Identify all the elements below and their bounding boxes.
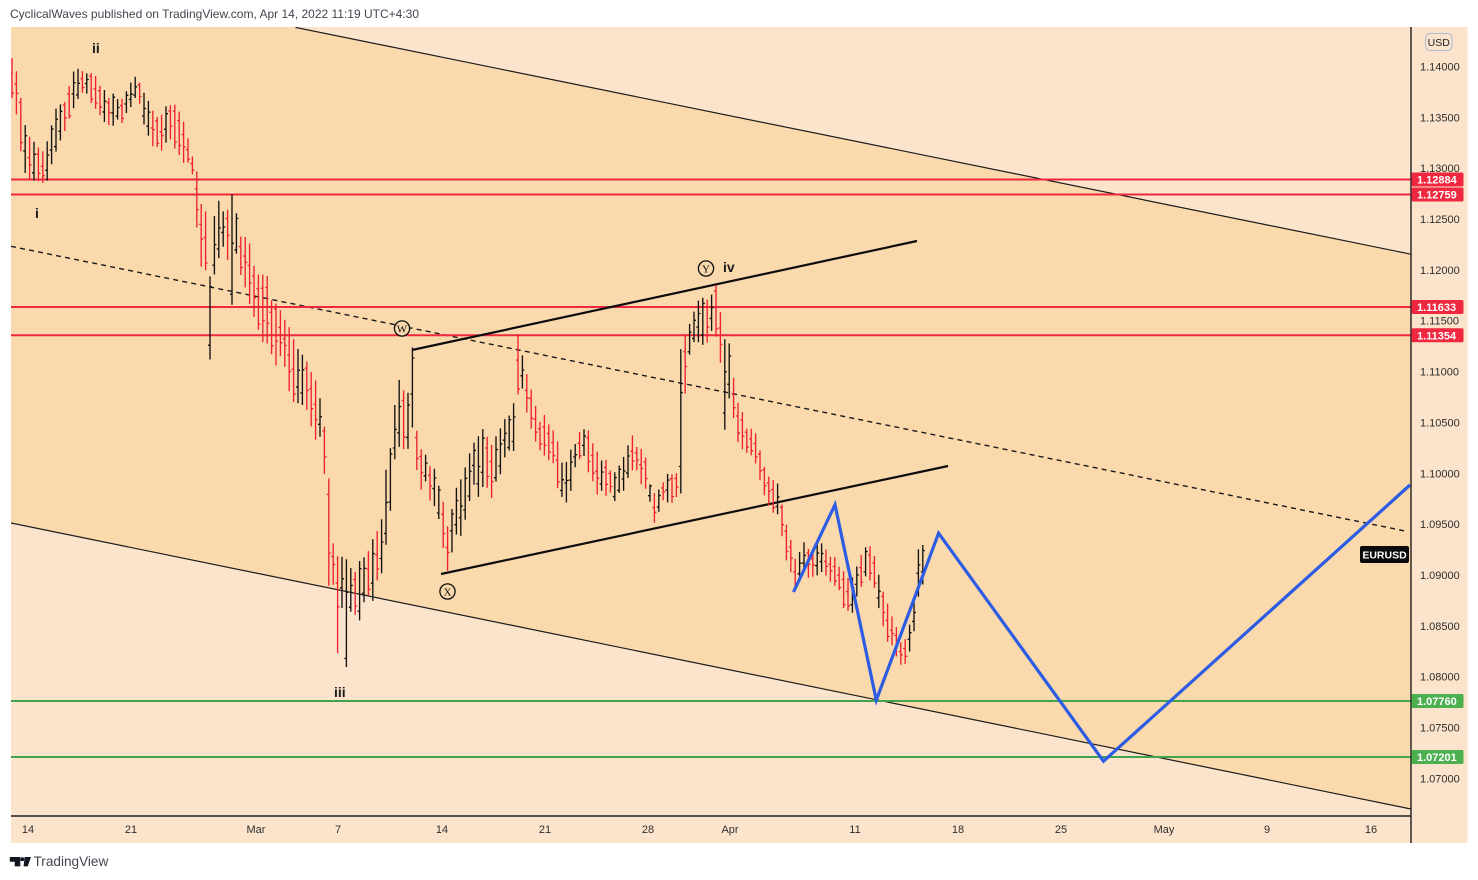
svg-text:1.07000: 1.07000	[1420, 773, 1460, 785]
svg-text:14: 14	[22, 824, 34, 836]
svg-text:1.12500: 1.12500	[1420, 214, 1460, 226]
svg-text:1.11354: 1.11354	[1417, 330, 1457, 342]
svg-text:ii: ii	[92, 40, 100, 56]
svg-text:1.10500: 1.10500	[1420, 417, 1460, 429]
svg-text:W: W	[397, 323, 408, 335]
svg-text:25: 25	[1055, 824, 1067, 836]
svg-text:X: X	[444, 586, 452, 598]
svg-text:1.07500: 1.07500	[1420, 723, 1460, 735]
svg-text:1.09500: 1.09500	[1420, 519, 1460, 531]
svg-text:TradingView: TradingView	[34, 854, 109, 869]
svg-text:1.08500: 1.08500	[1420, 621, 1460, 633]
svg-text:1.11500: 1.11500	[1420, 316, 1459, 328]
svg-text:Apr: Apr	[721, 824, 738, 836]
svg-text:EURUSD: EURUSD	[1362, 550, 1407, 562]
svg-text:16: 16	[1365, 824, 1377, 836]
svg-text:iii: iii	[334, 684, 346, 700]
svg-text:7: 7	[335, 824, 341, 836]
svg-text:Y: Y	[702, 263, 710, 275]
svg-text:1.12884: 1.12884	[1417, 175, 1458, 187]
svg-text:1.07201: 1.07201	[1417, 752, 1457, 764]
svg-text:21: 21	[125, 824, 137, 836]
svg-text:1.08000: 1.08000	[1420, 672, 1460, 684]
svg-text:1.14000: 1.14000	[1420, 62, 1460, 74]
svg-text:1.09000: 1.09000	[1420, 570, 1460, 582]
svg-text:28: 28	[642, 824, 654, 836]
svg-text:1.11000: 1.11000	[1420, 367, 1459, 379]
svg-text:14: 14	[436, 824, 448, 836]
svg-text:Mar: Mar	[247, 824, 266, 836]
svg-text:CyclicalWaves published on Tra: CyclicalWaves published on TradingView.c…	[10, 7, 419, 21]
svg-text:1.13500: 1.13500	[1420, 112, 1460, 124]
svg-text:11: 11	[849, 824, 860, 836]
svg-text:1.13000: 1.13000	[1420, 163, 1460, 175]
svg-text:USD: USD	[1428, 37, 1451, 49]
svg-text:1.11633: 1.11633	[1417, 302, 1456, 314]
svg-text:1.12000: 1.12000	[1420, 265, 1460, 277]
svg-text:iv: iv	[723, 259, 735, 275]
svg-text:May: May	[1154, 824, 1175, 836]
svg-text:9: 9	[1264, 824, 1270, 836]
svg-text:1.07760: 1.07760	[1417, 696, 1457, 708]
svg-text:1.10000: 1.10000	[1420, 468, 1460, 480]
svg-text:21: 21	[539, 824, 551, 836]
svg-text:i: i	[35, 205, 39, 221]
svg-text:1.12759: 1.12759	[1417, 190, 1457, 202]
svg-text:18: 18	[952, 824, 964, 836]
